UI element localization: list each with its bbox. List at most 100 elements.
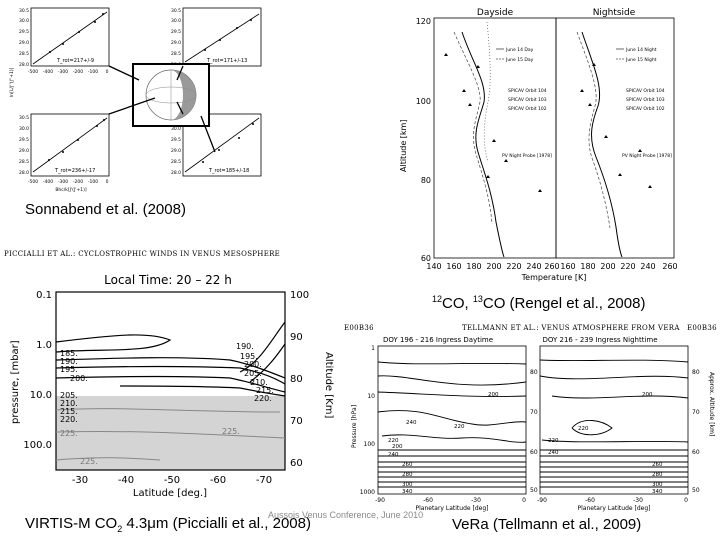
svg-text:200: 200 <box>642 392 653 398</box>
svg-text:280: 280 <box>652 472 663 478</box>
tellmann-header-right: E00B36 <box>687 324 717 332</box>
svg-text:220: 220 <box>578 426 589 432</box>
svg-text:28.0: 28.0 <box>171 170 181 176</box>
svg-text:300: 300 <box>402 482 413 488</box>
svg-text:-500: -500 <box>28 179 38 185</box>
svg-text:SPICAV Orbit 103: SPICAV Orbit 103 <box>508 97 547 103</box>
svg-text:205.: 205. <box>244 369 262 378</box>
svg-text:0.1: 0.1 <box>36 290 52 301</box>
svg-text:29.0: 29.0 <box>19 40 29 46</box>
svg-text:-400: -400 <box>43 179 53 185</box>
rengel-plot: Dayside Nightside 120 100 80 60 Altitude… <box>399 8 678 282</box>
rengel-ylabel: Altitude [km] <box>399 120 408 172</box>
tellmann-figure: E00B36 TELLMANN ET AL.: VENUS ATMOSPHERE… <box>342 322 720 540</box>
svg-text:260: 260 <box>652 462 663 468</box>
svg-text:28.5: 28.5 <box>171 159 181 165</box>
svg-text:240: 240 <box>388 452 399 458</box>
svg-text:70: 70 <box>530 409 538 416</box>
tellmann-header-mid: TELLMANN ET AL.: VENUS ATMOSPHERE FROM V… <box>462 324 680 332</box>
svg-text:-30: -30 <box>72 475 88 486</box>
piccialli-xlabel: Latitude [deg.] <box>133 488 207 499</box>
svg-text:220: 220 <box>620 262 635 271</box>
svg-text:60: 60 <box>692 449 700 456</box>
svg-text:210.: 210. <box>60 399 78 408</box>
axis-ylabel: ln[L/J''(J''+1)] <box>9 67 15 97</box>
panel-label: T_rot=217+/-9 <box>56 58 94 64</box>
svg-text:June 14 Night: June 14 Night <box>625 47 657 53</box>
svg-text:28.5: 28.5 <box>171 51 181 57</box>
svg-text:-300: -300 <box>58 179 68 185</box>
svg-text:June 15 Night: June 15 Night <box>625 57 657 63</box>
svg-text:-200: -200 <box>73 179 83 185</box>
svg-text:80: 80 <box>421 176 431 185</box>
svg-text:240: 240 <box>640 262 655 271</box>
svg-text:28.5: 28.5 <box>19 159 29 165</box>
panel-label: T_rot=171+/-13 <box>206 58 247 64</box>
svg-text:100: 100 <box>290 290 309 301</box>
panel-frame <box>182 113 262 177</box>
svg-text:28.0: 28.0 <box>19 170 29 176</box>
svg-text:10.0: 10.0 <box>30 390 52 401</box>
svg-text:Approx. Altitude [km]: Approx. Altitude [km] <box>708 372 715 436</box>
svg-text:0: 0 <box>106 179 109 185</box>
svg-text:180: 180 <box>580 262 595 271</box>
svg-text:220: 220 <box>506 262 521 271</box>
svg-text:200: 200 <box>392 444 403 450</box>
svg-text:29.0: 29.0 <box>171 40 181 46</box>
rengel-caption: 12CO, 13CO (Rengel et al., 2008) <box>432 294 646 312</box>
panel-frame <box>30 113 110 177</box>
svg-text:29.5: 29.5 <box>19 137 29 143</box>
svg-text:-50: -50 <box>164 475 180 486</box>
svg-text:100.0: 100.0 <box>23 440 52 451</box>
piccialli-figure: PICCIALLI ET AL.: CYCLOSTROPHIC WINDS IN… <box>0 248 345 540</box>
svg-text:SPICAV Orbit 104: SPICAV Orbit 104 <box>508 88 547 94</box>
sonnabend-plots: T_rot=217+/-9 T_rot=171+/-13 T_rot=236+/… <box>9 7 262 193</box>
svg-text:29.0: 29.0 <box>19 148 29 154</box>
piccialli-y2label: Altitude [Km] <box>323 352 334 418</box>
svg-text:60: 60 <box>421 254 431 263</box>
svg-text:28.0: 28.0 <box>19 62 29 68</box>
tellmann-caption: VeRa (Tellmann et al., 2009) <box>452 516 642 533</box>
svg-text:120: 120 <box>416 17 431 26</box>
svg-text:-100: -100 <box>88 179 98 185</box>
svg-text:-70: -70 <box>256 475 272 486</box>
svg-text:PV Night Probe [1978]: PV Night Probe [1978] <box>622 153 672 159</box>
svg-text:-60: -60 <box>423 497 433 504</box>
svg-text:SPICAV Orbit 102: SPICAV Orbit 102 <box>626 106 665 112</box>
svg-text:280: 280 <box>402 472 413 478</box>
dayside-title: Dayside <box>477 8 514 18</box>
tellmann-header-left: E00B36 <box>344 324 374 332</box>
svg-text:260: 260 <box>402 462 413 468</box>
svg-text:200: 200 <box>486 262 501 271</box>
sonnabend-caption: Sonnabend et al. (2008) <box>25 201 186 218</box>
svg-text:-60: -60 <box>585 497 595 504</box>
svg-text:340: 340 <box>652 489 663 495</box>
svg-text:0: 0 <box>106 69 109 75</box>
panel-frame <box>30 7 110 67</box>
svg-text:0: 0 <box>522 497 526 504</box>
svg-text:90: 90 <box>290 332 303 343</box>
svg-text:Pressure [hPa]: Pressure [hPa] <box>351 405 358 448</box>
svg-text:29.5: 29.5 <box>171 29 181 35</box>
svg-text:225.: 225. <box>80 457 98 466</box>
svg-text:225.: 225. <box>60 429 78 438</box>
svg-text:DOY 216 - 239 Ingress Nighttim: DOY 216 - 239 Ingress Nighttime <box>542 336 657 344</box>
svg-text:SPICAV Orbit 104: SPICAV Orbit 104 <box>626 88 665 94</box>
svg-text:180: 180 <box>466 262 481 271</box>
svg-text:-400: -400 <box>43 69 53 75</box>
svg-text:-100: -100 <box>88 69 98 75</box>
svg-text:195.: 195. <box>240 352 258 361</box>
tellmann-plot: DOY 196 - 216 Ingress Daytime DOY 216 - … <box>351 336 715 512</box>
svg-text:-500: -500 <box>28 69 38 75</box>
svg-text:200: 200 <box>488 392 499 398</box>
svg-text:-30: -30 <box>471 497 481 504</box>
svg-text:DOY 196 - 216 Ingress Daytime: DOY 196 - 216 Ingress Daytime <box>383 336 493 344</box>
piccialli-plot: Local Time: 20 – 22 h 190. 185. 190. 195… <box>10 273 334 499</box>
svg-text:100: 100 <box>416 97 431 106</box>
svg-text:1: 1 <box>371 345 375 352</box>
svg-text:205.: 205. <box>60 391 78 400</box>
rengel-xlabel: Temperature [K] <box>521 273 587 282</box>
svg-text:100: 100 <box>364 441 376 448</box>
svg-text:-40: -40 <box>118 475 134 486</box>
svg-text:200: 200 <box>600 262 615 271</box>
